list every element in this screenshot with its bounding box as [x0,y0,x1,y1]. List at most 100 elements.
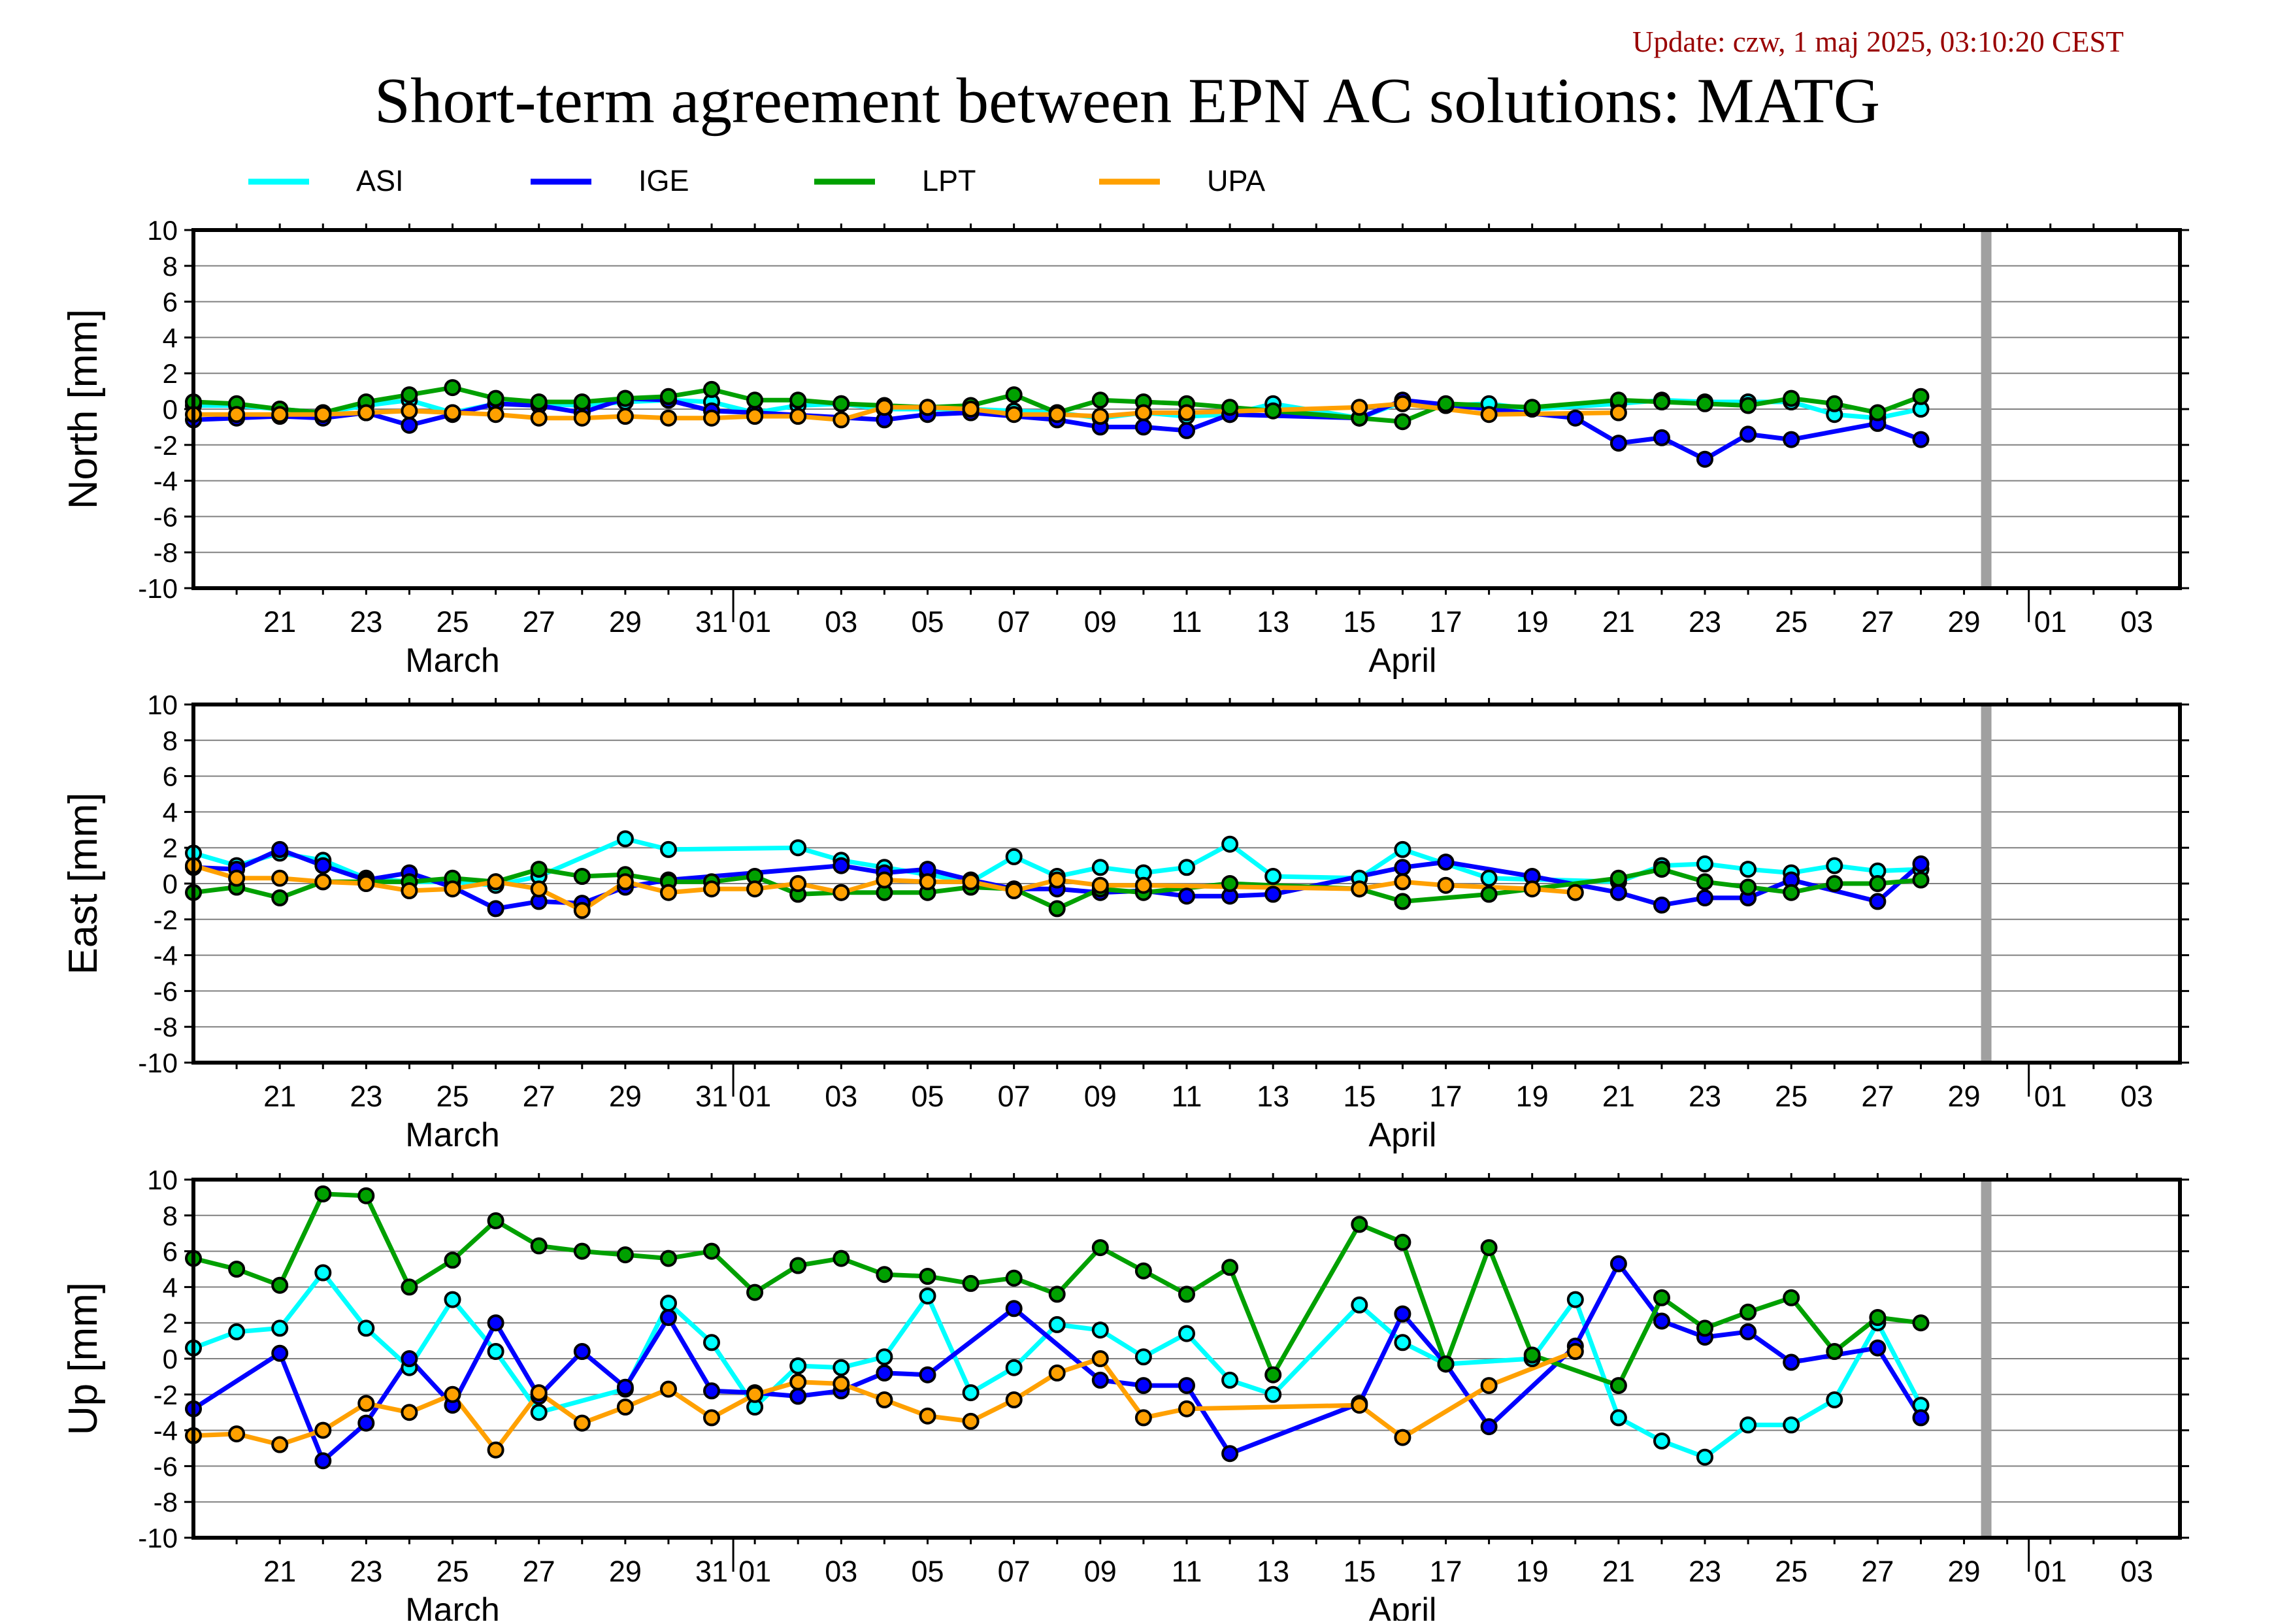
data-point-asi [228,1323,246,1340]
y-tick-label: 8 [163,251,178,282]
data-point-ige [1609,884,1627,901]
data-point-lpt [573,1242,591,1260]
x-tick-label: 21 [1602,1555,1635,1588]
x-tick-label: 11 [1172,605,1202,638]
data-point-upa [1566,1343,1584,1360]
data-point-asi [1005,848,1023,865]
data-point-lpt [1480,1239,1498,1257]
data-point-lpt [833,395,850,412]
data-point-upa [1048,871,1066,889]
x-tick-label: 23 [350,605,382,638]
x-tick-label: 23 [1689,605,1721,638]
data-point-upa [401,402,418,420]
data-point-upa [789,875,807,892]
data-point-asi [530,1404,548,1421]
y-tick-label: 4 [163,322,178,353]
x-tick-label: 25 [436,605,469,638]
data-point-upa [271,869,289,887]
data-point-lpt [1264,1366,1282,1384]
data-point-upa [1178,1400,1195,1417]
plot-frame [191,1178,2182,1540]
data-point-upa [919,399,936,416]
data-point-ige [1437,853,1455,871]
data-point-upa [660,1380,677,1398]
y-tick-label: 6 [163,1236,178,1267]
x-tick-label: 31 [695,1080,728,1113]
y-tick-label: 8 [163,725,178,756]
data-point-upa [660,884,677,901]
y-tick-label: -10 [138,573,178,604]
data-point-upa [833,1375,850,1393]
data-point-lpt [1178,1285,1195,1303]
data-point-ige [1178,887,1195,905]
y-tick-label: 10 [147,215,178,246]
data-point-upa [1351,880,1368,898]
data-point-lpt [444,379,461,397]
data-point-lpt [1653,1289,1670,1306]
y-tick-label: -10 [138,1048,178,1078]
x-tick-label: 05 [911,1080,944,1113]
data-point-ige [1912,431,1930,448]
panel-north: 10 8 6 4 2 0 -2 -4 -6 -8 -10 North [mm] 21 23 25 27 29 31… [61,215,2189,680]
y-tick-label: 6 [163,761,178,792]
data-point-ige [487,1314,504,1332]
y-tick-label: 4 [163,797,178,827]
y-tick-label: -4 [154,1416,178,1446]
data-point-ige [1869,1339,1887,1357]
data-point-ige [487,900,504,918]
data-point-upa [1178,404,1195,422]
data-point-upa [357,875,375,892]
data-point-lpt [271,889,289,906]
x-tick-label: 07 [998,1555,1031,1588]
y-tick-label: -2 [154,904,178,935]
data-point-upa [876,1391,893,1408]
x-tick-label: 27 [1861,1080,1894,1113]
x-tick-label: 25 [1775,605,1807,638]
y-tick-label: -4 [154,466,178,497]
y-tick-label: 10 [147,689,178,720]
data-point-asi [1609,1409,1627,1427]
data-point-lpt [1005,1269,1023,1287]
data-point-lpt [1523,1346,1541,1364]
x-tick-label: 13 [1257,1080,1289,1113]
x-tick-label: 01 [2034,1080,2067,1113]
data-point-lpt [1912,388,1930,405]
data-point-lpt [573,393,591,410]
data-point-asi [1783,1416,1800,1434]
data-point-upa [1394,1429,1411,1446]
data-point-lpt [660,1250,677,1267]
data-point-upa [1480,1377,1498,1395]
x-tick-label: 27 [523,1080,555,1113]
month-label: March [405,1591,499,1621]
data-point-lpt [401,1278,418,1296]
x-tick-label: 11 [1172,1080,1202,1113]
data-point-asi [271,1319,289,1337]
data-point-lpt [616,1246,634,1264]
data-point-upa [962,401,980,418]
data-point-lpt [1653,393,1670,410]
data-point-upa [789,1373,807,1391]
data-point-lpt [1437,395,1455,412]
data-point-asi [1394,840,1411,858]
data-point-asi [1480,869,1498,887]
data-point-ige [271,840,289,858]
data-point-upa [876,871,893,889]
data-point-lpt [1869,875,1887,892]
x-tick-label: 05 [911,1555,944,1588]
data-point-lpt [833,1250,850,1267]
data-point-lpt [444,1251,461,1269]
x-tick-label: 19 [1516,605,1549,638]
x-tick-label: 17 [1429,1080,1462,1113]
data-point-ige [401,416,418,434]
data-point-ige [1653,1312,1670,1330]
series-line-ige [192,1261,1923,1463]
data-point-upa [314,406,332,423]
data-point-lpt [1826,1343,1843,1360]
data-point-asi [1740,1416,1757,1434]
data-point-asi [660,1295,677,1312]
data-point-ige [1609,435,1627,452]
x-tick-label: 19 [1516,1555,1549,1588]
data-point-asi [1653,1433,1670,1450]
month-label: March [405,642,499,680]
data-end-marker [1981,1180,1992,1538]
